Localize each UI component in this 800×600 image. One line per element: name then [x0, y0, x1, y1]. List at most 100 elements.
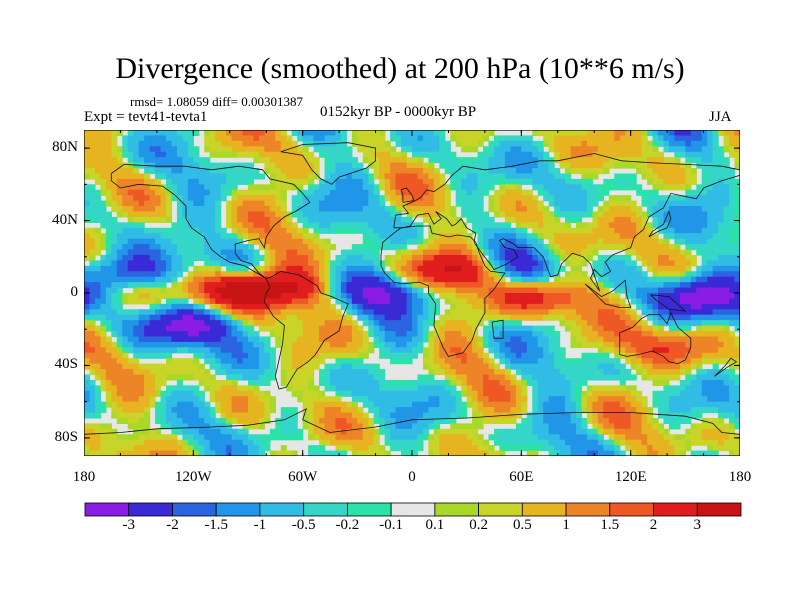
field-cell — [324, 173, 331, 180]
field-cell — [275, 271, 282, 278]
field-cell — [488, 320, 495, 327]
field-cell — [641, 238, 648, 245]
field-cell — [395, 168, 402, 175]
field-cell — [707, 298, 714, 305]
field-cell — [504, 168, 511, 175]
field-cell — [275, 233, 282, 240]
field-cell — [718, 238, 725, 245]
field-cell — [483, 260, 490, 267]
field-cell — [679, 178, 686, 185]
field-cell — [362, 303, 369, 310]
field-cell — [100, 293, 107, 300]
field-cell — [685, 211, 692, 218]
field-cell — [302, 254, 309, 261]
field-cell — [116, 222, 123, 229]
field-cell — [690, 178, 697, 185]
field-cell — [565, 146, 572, 153]
field-cell — [515, 298, 522, 305]
field-cell — [499, 331, 506, 338]
field-cell — [450, 320, 457, 327]
field-cell — [138, 227, 145, 234]
field-cell — [565, 135, 572, 142]
field-cell — [444, 325, 451, 332]
field-cell — [122, 195, 129, 202]
field-cell — [614, 254, 621, 261]
field-cell — [488, 293, 495, 300]
field-cell — [335, 222, 342, 229]
field-cell — [504, 173, 511, 180]
field-cell — [630, 287, 637, 294]
field-cell — [734, 211, 740, 218]
field-cell — [472, 298, 479, 305]
field-cell — [193, 195, 200, 202]
field-cell — [204, 162, 211, 169]
field-cell — [89, 265, 96, 272]
field-cell — [160, 331, 167, 338]
field-cell — [477, 369, 484, 376]
field-cell — [685, 282, 692, 289]
field-cell — [461, 184, 468, 191]
field-cell — [209, 151, 216, 158]
field-cell — [526, 341, 533, 348]
field-cell — [718, 244, 725, 251]
field-cell — [351, 178, 358, 185]
field-cell — [313, 271, 320, 278]
field-cell — [559, 358, 566, 365]
field-cell — [412, 341, 419, 348]
field-cell — [193, 216, 200, 223]
field-cell — [226, 271, 233, 278]
field-cell — [248, 195, 255, 202]
field-cell — [488, 298, 495, 305]
field-cell — [417, 314, 424, 321]
field-cell — [444, 195, 451, 202]
field-cell — [368, 369, 375, 376]
field-cell — [379, 369, 386, 376]
field-cell — [111, 369, 118, 376]
field-cell — [510, 303, 517, 310]
field-cell — [401, 293, 408, 300]
field-cell — [723, 184, 730, 191]
field-cell — [155, 282, 162, 289]
field-cell — [231, 178, 238, 185]
field-cell — [308, 184, 315, 191]
field-cell — [483, 341, 490, 348]
field-cell — [641, 244, 648, 251]
field-cell — [297, 227, 304, 234]
field-cell — [308, 347, 315, 354]
field-cell — [357, 352, 364, 359]
field-cell — [685, 184, 692, 191]
field-cell — [308, 222, 315, 229]
field-cell — [362, 189, 369, 196]
field-cell — [619, 265, 626, 272]
field-cell — [346, 206, 353, 213]
field-cell — [94, 352, 101, 359]
field-cell — [166, 227, 173, 234]
field-cell — [105, 222, 112, 229]
field-cell — [554, 200, 561, 207]
field-cell — [537, 227, 544, 234]
field-cell — [351, 320, 358, 327]
field-cell — [116, 341, 123, 348]
field-cell — [144, 244, 151, 251]
field-cell — [729, 216, 736, 223]
field-cell — [668, 200, 675, 207]
field-cell — [111, 303, 118, 310]
field-cell — [395, 347, 402, 354]
field-cell — [297, 244, 304, 251]
field-cell — [166, 168, 173, 175]
field-cell — [668, 216, 675, 223]
field-cell — [133, 276, 140, 283]
field-cell — [155, 265, 162, 272]
field-cell — [723, 287, 730, 294]
field-cell — [581, 249, 588, 256]
field-cell — [625, 282, 632, 289]
field-cell — [357, 206, 364, 213]
field-cell — [215, 168, 222, 175]
field-cell — [712, 130, 719, 137]
field-cell — [510, 260, 517, 267]
field-cell — [286, 135, 293, 142]
field-cell — [133, 135, 140, 142]
field-cell — [734, 189, 740, 196]
field-cell — [483, 173, 490, 180]
field-cell — [264, 358, 271, 365]
